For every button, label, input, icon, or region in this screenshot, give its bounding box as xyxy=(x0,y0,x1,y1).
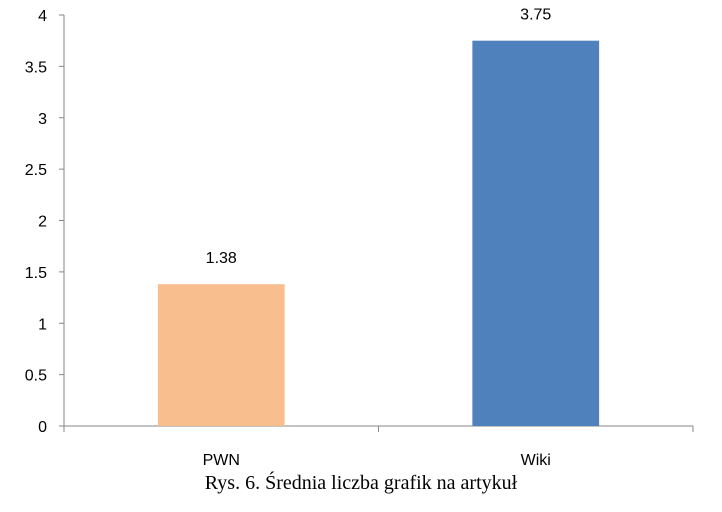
y-tick-label: 1.5 xyxy=(25,265,47,282)
y-tick-label: 0 xyxy=(38,419,47,436)
y-tick-label: 3.5 xyxy=(25,59,47,76)
x-axis xyxy=(63,425,694,432)
y-tick-label: 1 xyxy=(38,316,47,333)
figure-caption: Rys. 6. Średnia liczba grafik na artykuł xyxy=(204,472,518,494)
bars xyxy=(157,40,600,426)
category-labels: PWN Wiki xyxy=(203,452,551,469)
y-axis: 0 0.5 1 1.5 2 2.5 3 3.5 4 xyxy=(25,8,65,436)
bar-wiki xyxy=(472,40,600,426)
data-label-wiki: 3.75 xyxy=(520,7,551,24)
data-labels: 1.38 3.75 xyxy=(206,7,552,268)
y-tick-label: 3 xyxy=(38,111,47,128)
bar-pwn xyxy=(157,284,285,426)
data-label-pwn: 1.38 xyxy=(206,250,237,267)
y-tick-label: 4 xyxy=(38,8,47,25)
category-label-wiki: Wiki xyxy=(521,452,551,469)
bar-chart: 0 0.5 1 1.5 2 2.5 3 3.5 4 1.38 3.75 PWN Wiki xyxy=(25,7,694,469)
y-tick-label: 0.5 xyxy=(25,368,47,385)
y-tick-label: 2 xyxy=(38,214,47,231)
category-label-pwn: PWN xyxy=(203,452,240,469)
y-tick-label: 2.5 xyxy=(25,162,47,179)
